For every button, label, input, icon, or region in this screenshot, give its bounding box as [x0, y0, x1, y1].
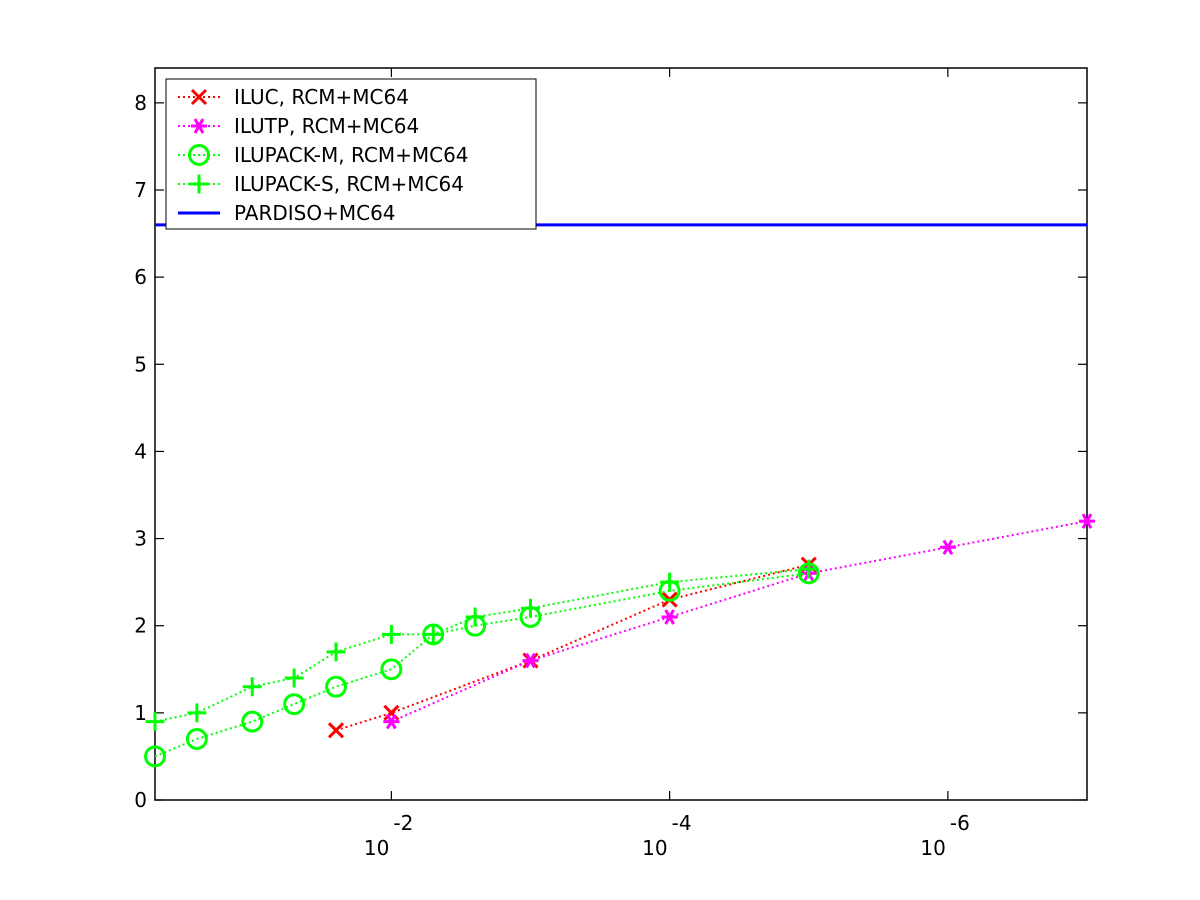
plus-marker [145, 712, 165, 732]
series-4 [145, 559, 819, 732]
y-tick-label: 8 [134, 91, 147, 115]
x-tick-label-base: 10 [364, 836, 389, 860]
circle-marker [325, 675, 347, 698]
legend-box [165, 78, 537, 230]
asterisk-marker [190, 118, 208, 134]
series-line [390, 520, 1088, 723]
plus-marker [284, 668, 304, 688]
circle-marker [380, 658, 403, 681]
legend-entry: ILUPACK-M, RCM+MC64 [178, 143, 469, 167]
x-tick-label-exponent: -6 [950, 811, 970, 835]
plus-marker [799, 559, 819, 579]
y-tick-label: 2 [134, 614, 147, 638]
x-tick-label-exponent: -2 [393, 811, 413, 835]
x-tick-label-base: 10 [920, 836, 945, 860]
y-tick-label: 7 [134, 178, 147, 202]
circle-marker [188, 144, 210, 166]
x-tick-label: 10-2 [364, 811, 413, 860]
circle-marker [185, 728, 208, 750]
plus-marker [242, 677, 262, 697]
x-marker [383, 704, 400, 721]
asterisk-marker [939, 539, 956, 556]
legend-label: ILUC, RCM+MC64 [234, 85, 409, 109]
plus-marker [521, 598, 540, 618]
circle-marker [283, 693, 306, 716]
plus-marker [326, 642, 346, 662]
x-tick-label-base: 10 [642, 836, 667, 860]
y-tick-label: 5 [134, 352, 147, 376]
plus-marker [381, 624, 401, 644]
x-marker [327, 722, 345, 739]
y-tick-label: 0 [134, 788, 147, 812]
asterisk-marker [522, 652, 539, 669]
asterisk-marker [383, 713, 400, 730]
asterisk-marker [661, 609, 678, 625]
circle-marker [241, 710, 264, 733]
legend-label: ILUTP, RCM+MC64 [234, 114, 419, 138]
asterisk-marker [1078, 513, 1096, 529]
y-tick-label: 4 [134, 439, 147, 463]
plus-marker [189, 174, 209, 194]
y-tick-label: 3 [134, 527, 147, 551]
plus-marker [187, 703, 207, 723]
plus-marker [423, 624, 443, 644]
x-tick-label: 10-4 [642, 811, 691, 860]
legend-label: ILUPACK-M, RCM+MC64 [234, 143, 469, 167]
legend-label: PARDISO+MC64 [234, 201, 396, 225]
legend-entry: ILUPACK-S, RCM+MC64 [178, 172, 464, 196]
circle-marker [144, 745, 166, 768]
legend-entry: ILUTP, RCM+MC64 [178, 114, 419, 138]
legend-entry: PARDISO+MC64 [178, 201, 396, 225]
y-tick-label: 1 [134, 701, 147, 725]
plus-marker [465, 607, 485, 627]
legend-entry: ILUC, RCM+MC64 [178, 85, 409, 109]
x-marker [190, 88, 208, 106]
x-tick-label: 10-6 [920, 811, 969, 860]
x-tick-label-exponent: -4 [672, 811, 692, 835]
y-tick-label: 6 [134, 265, 147, 289]
legend: ILUC, RCM+MC64 ILUTP, RCM+MC64 ILUPACK-M, … [165, 78, 537, 230]
legend-label: ILUPACK-S, RCM+MC64 [234, 172, 464, 196]
plus-marker [660, 572, 680, 592]
